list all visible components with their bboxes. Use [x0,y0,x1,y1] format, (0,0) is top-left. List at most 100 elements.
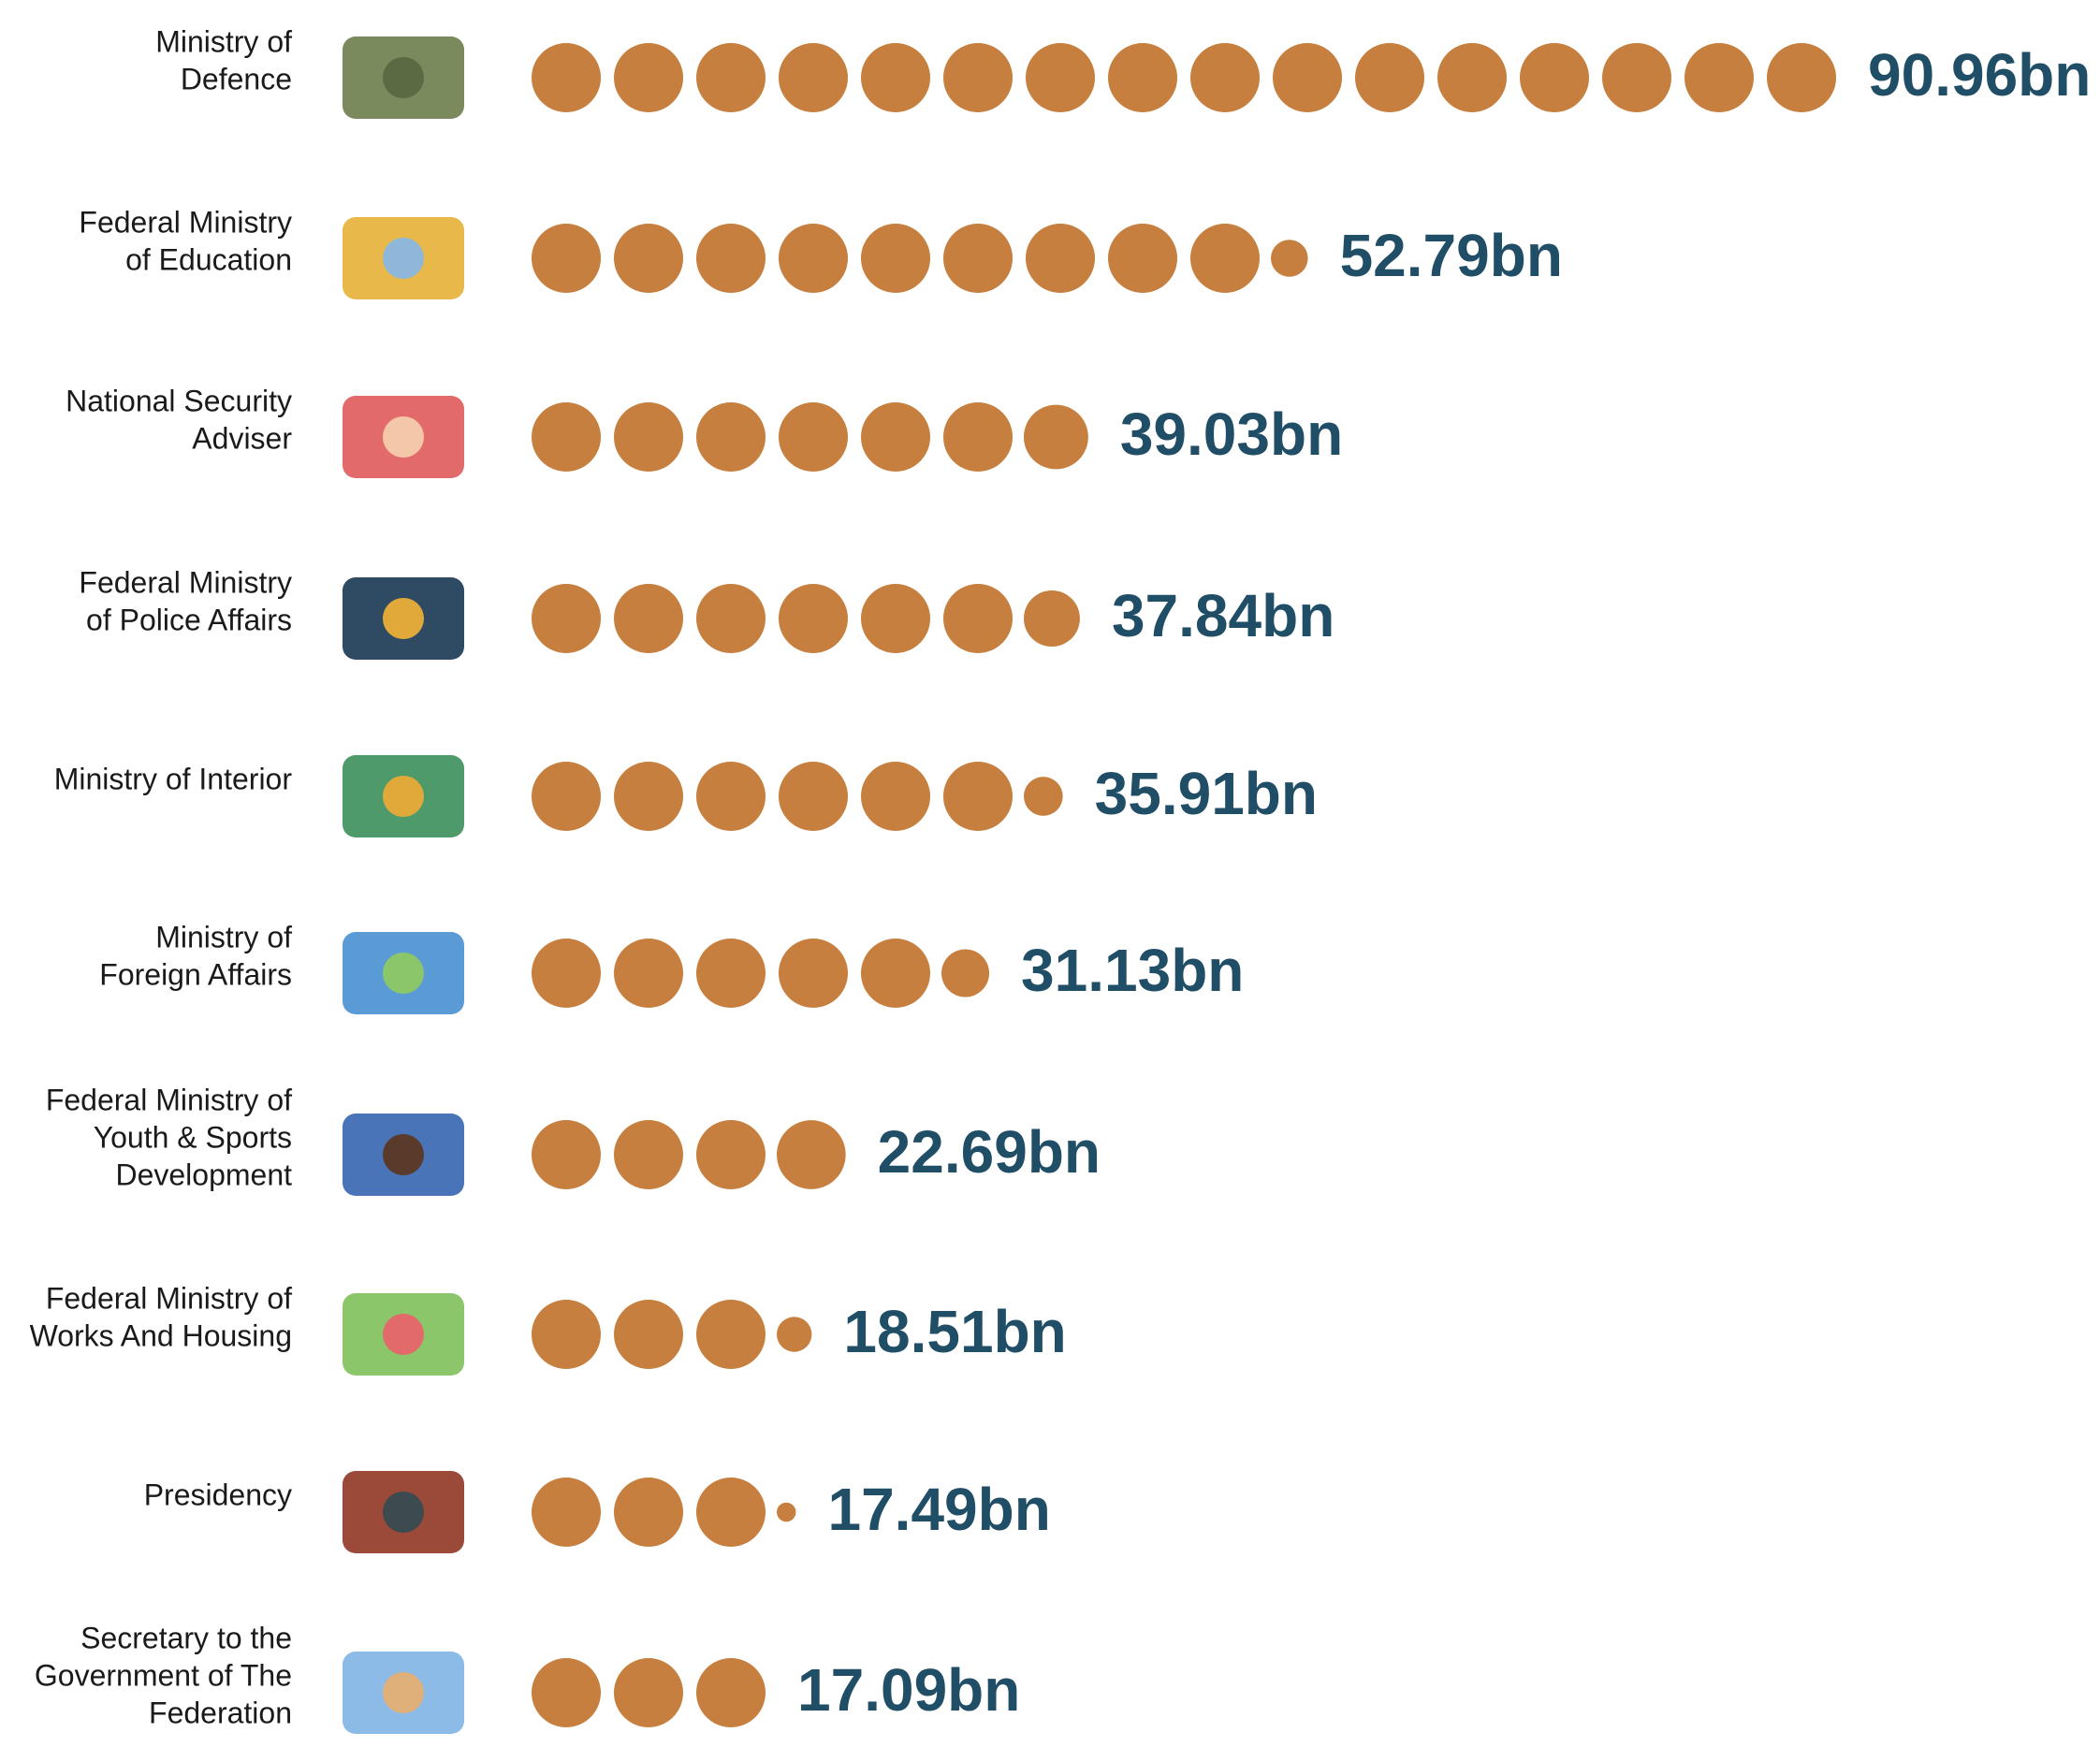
icon-detail [383,953,424,994]
dot [1108,224,1177,293]
dot [532,224,601,293]
dot [614,43,683,112]
icon [343,396,464,478]
dot [696,402,766,472]
icon [343,1471,464,1553]
dot [1190,43,1260,112]
icon [343,1293,464,1376]
category-label: Works And Housing [30,1318,292,1352]
dots [532,1300,812,1369]
dot [1108,43,1177,112]
dot [861,584,930,653]
icon [343,932,464,1014]
dot [696,939,766,1008]
icon-detail [383,1314,424,1355]
dot [532,1120,601,1189]
value-label: 31.13bn [1021,937,1244,1004]
dots [532,1658,766,1727]
dots [532,762,1063,831]
dot [614,762,683,831]
category-label: Adviser [192,421,292,455]
dot [779,939,848,1008]
dot [1026,43,1095,112]
dot [696,584,766,653]
icon-detail [383,598,424,639]
value-label: 17.49bn [827,1476,1050,1543]
value-label: 90.96bn [1868,41,2091,109]
category-label: Federation [149,1696,292,1729]
dot [861,762,930,831]
dots [532,939,990,1008]
dot [532,584,601,653]
value-label: 37.84bn [1112,582,1334,649]
category-label: Defence [181,62,292,95]
value-label: 39.03bn [1120,400,1343,468]
value-label: 17.09bn [797,1656,1020,1724]
category-label: National Security [66,384,292,417]
dot [614,402,683,472]
value-label: 18.51bn [843,1298,1066,1365]
icon-detail [383,416,424,458]
dots [532,1120,846,1189]
dots [532,224,1308,293]
icon [343,755,464,837]
category-label: Presidency [144,1478,292,1511]
dot [861,402,930,472]
category-label: of Police Affairs [86,603,292,636]
icon-detail [383,1672,424,1713]
dot-partial [1271,240,1308,277]
dot-partial [1024,777,1063,816]
icon [343,1114,464,1196]
icon-detail [383,776,424,817]
dot [696,762,766,831]
dot [1273,43,1342,112]
dot [943,402,1013,472]
category-label: Foreign Affairs [99,957,292,991]
dot [614,939,683,1008]
category-label: Development [115,1157,292,1191]
category-label: Ministry of [155,24,292,58]
dot [614,1658,683,1727]
dots [532,1478,796,1547]
icon-detail [383,1134,424,1175]
dot [1355,43,1424,112]
category-label: Government of The [35,1658,292,1692]
dot [532,402,601,472]
category-label: Secretary to the [80,1621,292,1654]
dots [532,43,1836,112]
dot-partial [1024,590,1080,647]
dot [614,1300,683,1369]
category-label: Federal Ministry of [46,1281,292,1315]
dot [696,43,766,112]
dot-partial [941,949,990,997]
dot [532,939,601,1008]
dot [614,1478,683,1547]
dot [696,1300,766,1369]
dot [779,402,848,472]
dot [943,43,1013,112]
dot [861,43,930,112]
category-label: Federal Ministry [79,205,292,239]
dot [943,584,1013,653]
icon-detail [383,1492,424,1533]
icon [343,577,464,660]
dot [1520,43,1589,112]
icon-detail [383,57,424,98]
dot [614,224,683,293]
dot [861,939,930,1008]
dot-partial [777,1120,846,1189]
category-label: Federal Ministry of [46,1083,292,1116]
dot [614,1120,683,1189]
dots [532,584,1080,653]
category-label: Federal Ministry [79,565,292,599]
category-label: of Education [125,242,292,276]
dot [696,1120,766,1189]
dot-partial [777,1502,796,1522]
dot [1767,43,1836,112]
category-label: Youth & Sports [94,1120,292,1154]
icon [343,36,464,119]
dot [696,1658,766,1727]
dot [1602,43,1671,112]
category-label: Ministry of Interior [54,762,293,795]
